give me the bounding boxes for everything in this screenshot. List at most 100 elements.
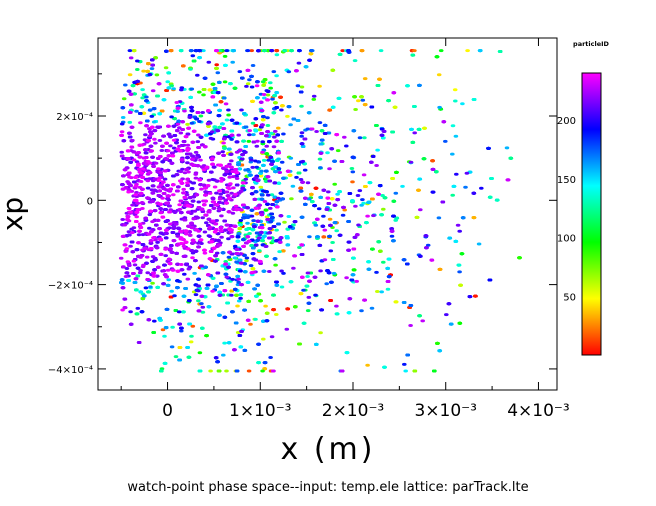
scatter-point <box>171 124 177 128</box>
scatter-point <box>350 273 356 277</box>
scatter-point <box>236 299 242 303</box>
scatter-point <box>253 159 258 163</box>
scatter-point <box>175 279 180 283</box>
scatter-point <box>326 271 332 275</box>
scatter-point <box>197 369 203 373</box>
scatter-point <box>230 310 235 314</box>
scatter-point <box>238 296 243 300</box>
scatter-point <box>186 355 192 359</box>
scatter-point <box>402 362 407 366</box>
scatter-point <box>204 286 210 290</box>
scatter-point <box>374 124 379 127</box>
scatter-point <box>272 181 278 185</box>
scatter-point <box>517 256 522 260</box>
scatter-point <box>313 223 319 227</box>
scatter-point <box>362 77 368 81</box>
scatter-point <box>276 167 282 171</box>
scatter-point <box>353 108 358 111</box>
scatter-point <box>224 49 229 53</box>
scatter-point <box>252 287 257 291</box>
scatter-point <box>247 78 252 82</box>
scatter-point <box>215 71 221 75</box>
scatter-point <box>249 158 254 162</box>
scatter-point <box>262 49 267 53</box>
scatter-point <box>377 184 383 188</box>
scatter-point <box>192 271 197 275</box>
scatter-point <box>436 216 442 220</box>
scatter-point <box>206 124 211 128</box>
scatter-point <box>254 212 260 216</box>
scatter-point <box>244 84 249 88</box>
scatter-point <box>365 363 370 367</box>
scatter-point <box>209 204 214 207</box>
scatter-point <box>188 67 193 71</box>
scatter-point <box>377 77 382 81</box>
scatter-point <box>241 216 246 220</box>
scatter-point <box>119 278 125 282</box>
scatter-point <box>312 204 317 208</box>
scatter-point <box>172 134 178 137</box>
scatter-point <box>247 232 252 235</box>
scatter-point <box>161 98 167 102</box>
scatter-point <box>179 88 184 92</box>
scatter-point <box>332 182 338 186</box>
scatter-point <box>434 55 440 59</box>
scatter-point <box>260 369 265 373</box>
scatter-point <box>317 243 323 247</box>
scatter-point <box>204 334 209 338</box>
scatter-point <box>163 326 169 330</box>
scatter-point <box>448 322 454 326</box>
scatter-point <box>391 239 396 243</box>
scatter-point <box>298 292 304 296</box>
scatter-point <box>405 262 410 266</box>
scatter-point <box>256 361 261 365</box>
scatter-point <box>311 97 317 101</box>
scatter-point <box>230 277 235 281</box>
scatter-point <box>185 346 190 349</box>
scatter-point <box>261 337 266 341</box>
scatter-point <box>153 56 158 60</box>
scatter-point <box>378 49 384 53</box>
scatter-point <box>129 240 135 244</box>
scatter-point <box>164 49 169 53</box>
scatter-point <box>386 99 391 103</box>
scatter-point <box>331 271 337 275</box>
scatter-point <box>265 193 271 197</box>
scatter-point <box>317 84 322 88</box>
scatter-point <box>144 95 149 99</box>
scatter-point <box>206 305 212 309</box>
scatter-point <box>274 53 280 57</box>
scatter-point <box>322 123 328 127</box>
scatter-point <box>205 283 211 287</box>
scatter-point <box>224 118 230 122</box>
scatter-point <box>211 165 217 169</box>
scatter-point <box>385 287 391 291</box>
scatter-point <box>146 290 151 294</box>
scatter-point <box>226 108 231 112</box>
scatter-point <box>177 346 183 349</box>
scatter-point <box>393 218 399 222</box>
scatter-point <box>189 121 195 125</box>
scatter-point <box>508 156 514 160</box>
scatter-point <box>297 246 302 249</box>
scatter-point <box>313 186 319 190</box>
scatter-point <box>299 104 304 108</box>
scatter-point <box>249 208 255 212</box>
scatter-point <box>215 360 220 364</box>
scatter-point <box>175 286 180 290</box>
scatter-point <box>174 141 179 145</box>
scatter-point <box>213 356 219 360</box>
scatter-point <box>465 49 470 53</box>
scatter-point <box>471 216 477 220</box>
scatter-point <box>199 302 204 306</box>
scatter-point <box>375 84 381 87</box>
scatter-point <box>434 170 439 174</box>
scatter-point <box>274 74 279 78</box>
scatter-point <box>206 234 212 238</box>
scatter-point <box>258 185 264 189</box>
scatter-point <box>189 105 194 109</box>
scatter-point <box>260 239 265 243</box>
scatter-point <box>146 62 151 66</box>
scatter-point <box>330 241 335 244</box>
scatter-point <box>127 135 133 139</box>
